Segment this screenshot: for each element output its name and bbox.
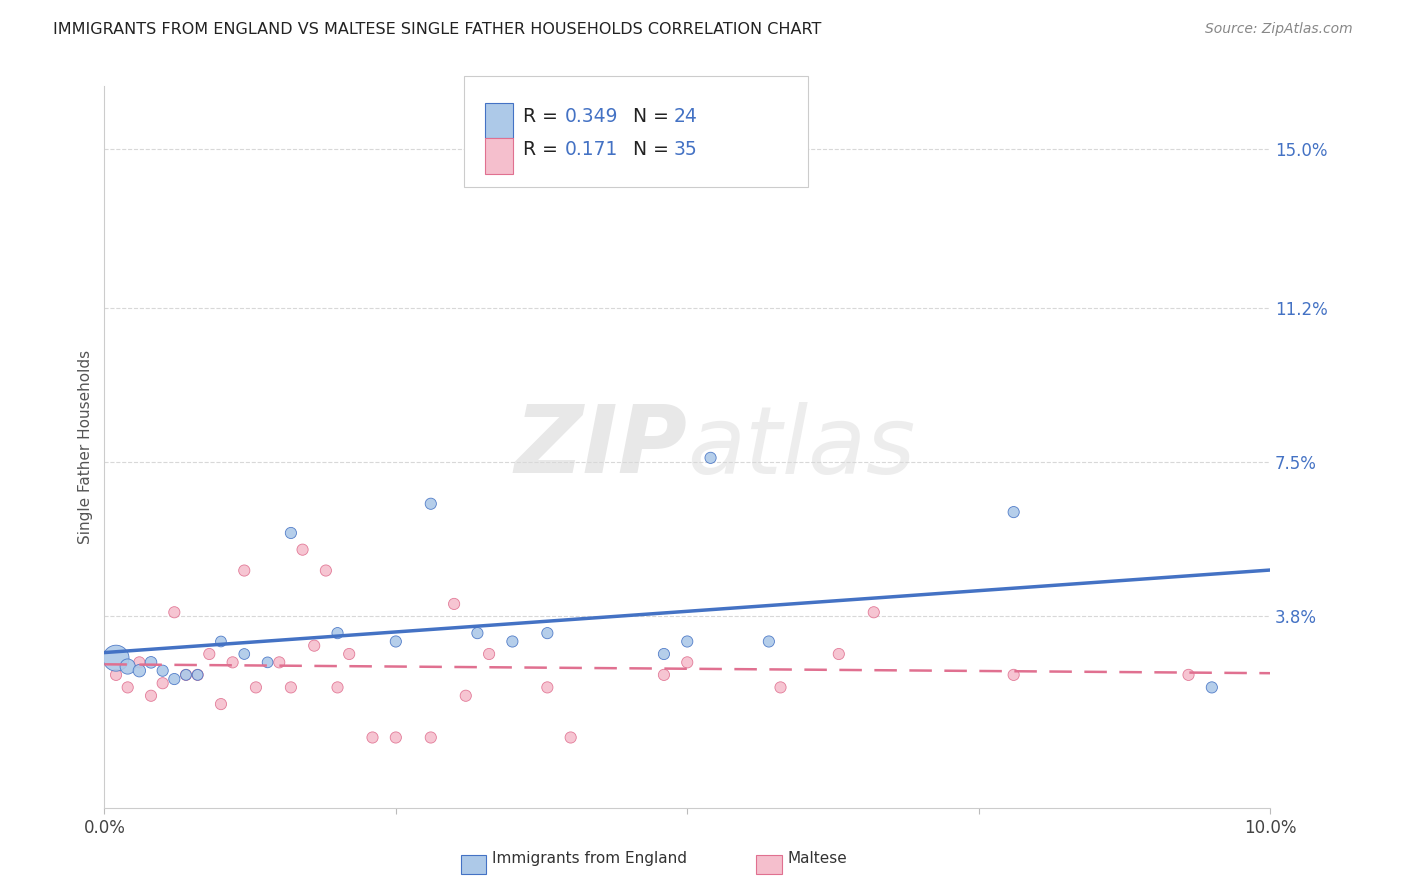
Point xyxy=(385,634,408,648)
Text: 0.171: 0.171 xyxy=(565,140,619,159)
Text: Immigrants from England: Immigrants from England xyxy=(492,851,688,865)
Point xyxy=(769,681,792,695)
Point xyxy=(128,656,150,670)
Point xyxy=(163,672,186,686)
Point xyxy=(152,676,174,690)
Point xyxy=(501,634,523,648)
Point xyxy=(699,450,721,465)
Y-axis label: Single Father Households: Single Father Households xyxy=(79,351,93,544)
Text: N =: N = xyxy=(621,107,675,126)
Point xyxy=(326,626,349,640)
Point xyxy=(652,668,675,682)
Text: IMMIGRANTS FROM ENGLAND VS MALTESE SINGLE FATHER HOUSEHOLDS CORRELATION CHART: IMMIGRANTS FROM ENGLAND VS MALTESE SINGL… xyxy=(53,22,821,37)
Point xyxy=(1002,668,1025,682)
Point xyxy=(302,639,325,653)
Point xyxy=(1201,681,1223,695)
Point xyxy=(174,668,197,682)
Point xyxy=(758,634,780,648)
Point xyxy=(315,564,337,578)
Point xyxy=(209,697,232,711)
Point xyxy=(198,647,221,661)
Text: N =: N = xyxy=(621,140,675,159)
Point xyxy=(187,668,209,682)
Text: R =: R = xyxy=(523,140,569,159)
Point xyxy=(478,647,501,661)
Point xyxy=(117,659,139,673)
Point xyxy=(454,689,477,703)
Text: 35: 35 xyxy=(673,140,697,159)
Point xyxy=(291,542,314,557)
Text: Maltese: Maltese xyxy=(787,851,846,865)
Text: ZIP: ZIP xyxy=(515,401,688,493)
Point xyxy=(221,656,243,670)
Point xyxy=(1177,668,1199,682)
Point xyxy=(174,668,197,682)
Point xyxy=(419,497,441,511)
Text: 24: 24 xyxy=(673,107,697,126)
Point xyxy=(233,564,256,578)
Point xyxy=(105,651,128,665)
Point xyxy=(209,634,232,648)
Point xyxy=(828,647,851,661)
Point xyxy=(256,656,278,670)
Point xyxy=(652,647,675,661)
Point xyxy=(280,525,302,540)
Point xyxy=(536,626,558,640)
Point xyxy=(536,681,558,695)
Point xyxy=(1002,505,1025,519)
Point xyxy=(269,656,291,670)
Point xyxy=(139,656,162,670)
Point xyxy=(245,681,267,695)
Point xyxy=(152,664,174,678)
Point xyxy=(105,668,128,682)
Point xyxy=(233,647,256,661)
Point xyxy=(361,731,384,745)
Point xyxy=(676,634,699,648)
Point xyxy=(676,656,699,670)
Point xyxy=(419,731,441,745)
Point xyxy=(128,664,150,678)
Text: Source: ZipAtlas.com: Source: ZipAtlas.com xyxy=(1205,22,1353,37)
Point xyxy=(467,626,489,640)
Point xyxy=(280,681,302,695)
Point xyxy=(862,605,884,619)
Point xyxy=(385,731,408,745)
Point xyxy=(139,689,162,703)
Point xyxy=(443,597,465,611)
Point xyxy=(187,668,209,682)
Point xyxy=(560,731,582,745)
Text: 0.349: 0.349 xyxy=(565,107,619,126)
Point xyxy=(337,647,360,661)
Point xyxy=(163,605,186,619)
Point xyxy=(326,681,349,695)
Text: atlas: atlas xyxy=(688,402,915,493)
Point xyxy=(117,681,139,695)
Text: R =: R = xyxy=(523,107,564,126)
